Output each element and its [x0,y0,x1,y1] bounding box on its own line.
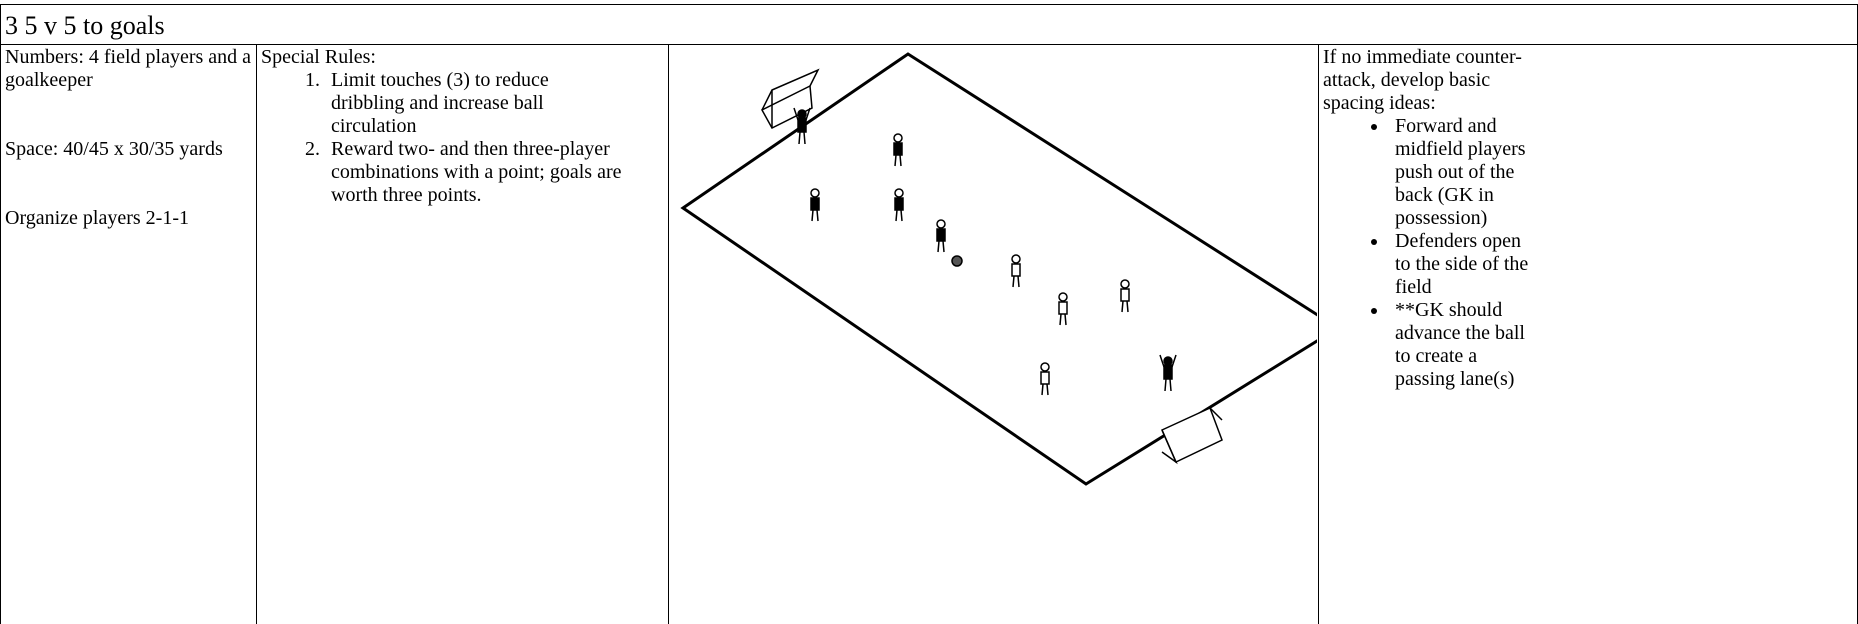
field-diagram [680,52,1317,486]
paragraph: Space: 40/45 x 30/35 yards [5,138,223,160]
paragraph: Numbers: 4 field players and a goalkeepe… [5,46,252,91]
list-item: Reward two- and then three-player combin… [325,138,624,207]
list-item: Limit touches (3) to reduce dribbling an… [325,69,624,138]
list-item: **GK should advance the ball to create a… [1389,299,1539,391]
column: Special Rules: Limit touches (3) to redu… [256,44,668,624]
list-item: Defenders open to the side of the field [1389,230,1539,299]
title: 3 5 v 5 to goals [5,11,165,40]
goal [1161,406,1223,465]
paragraph: Organize players 2-1-1 [5,207,190,229]
column: Numbers: 4 field players and a goalkeepe… [0,44,256,624]
header: 3 5 v 5 to goals [0,4,1858,45]
diagram-cell [668,44,1318,624]
intro: If no immediate counter-attack, develop … [1323,46,1522,114]
field [680,52,1317,486]
players [793,107,1177,396]
heading: Special Rules: [261,46,376,68]
list-item: Forward and midfield players push out of… [1389,115,1539,230]
column: If no immediate counter-attack, develop … [1318,44,1858,624]
goal [760,68,820,129]
